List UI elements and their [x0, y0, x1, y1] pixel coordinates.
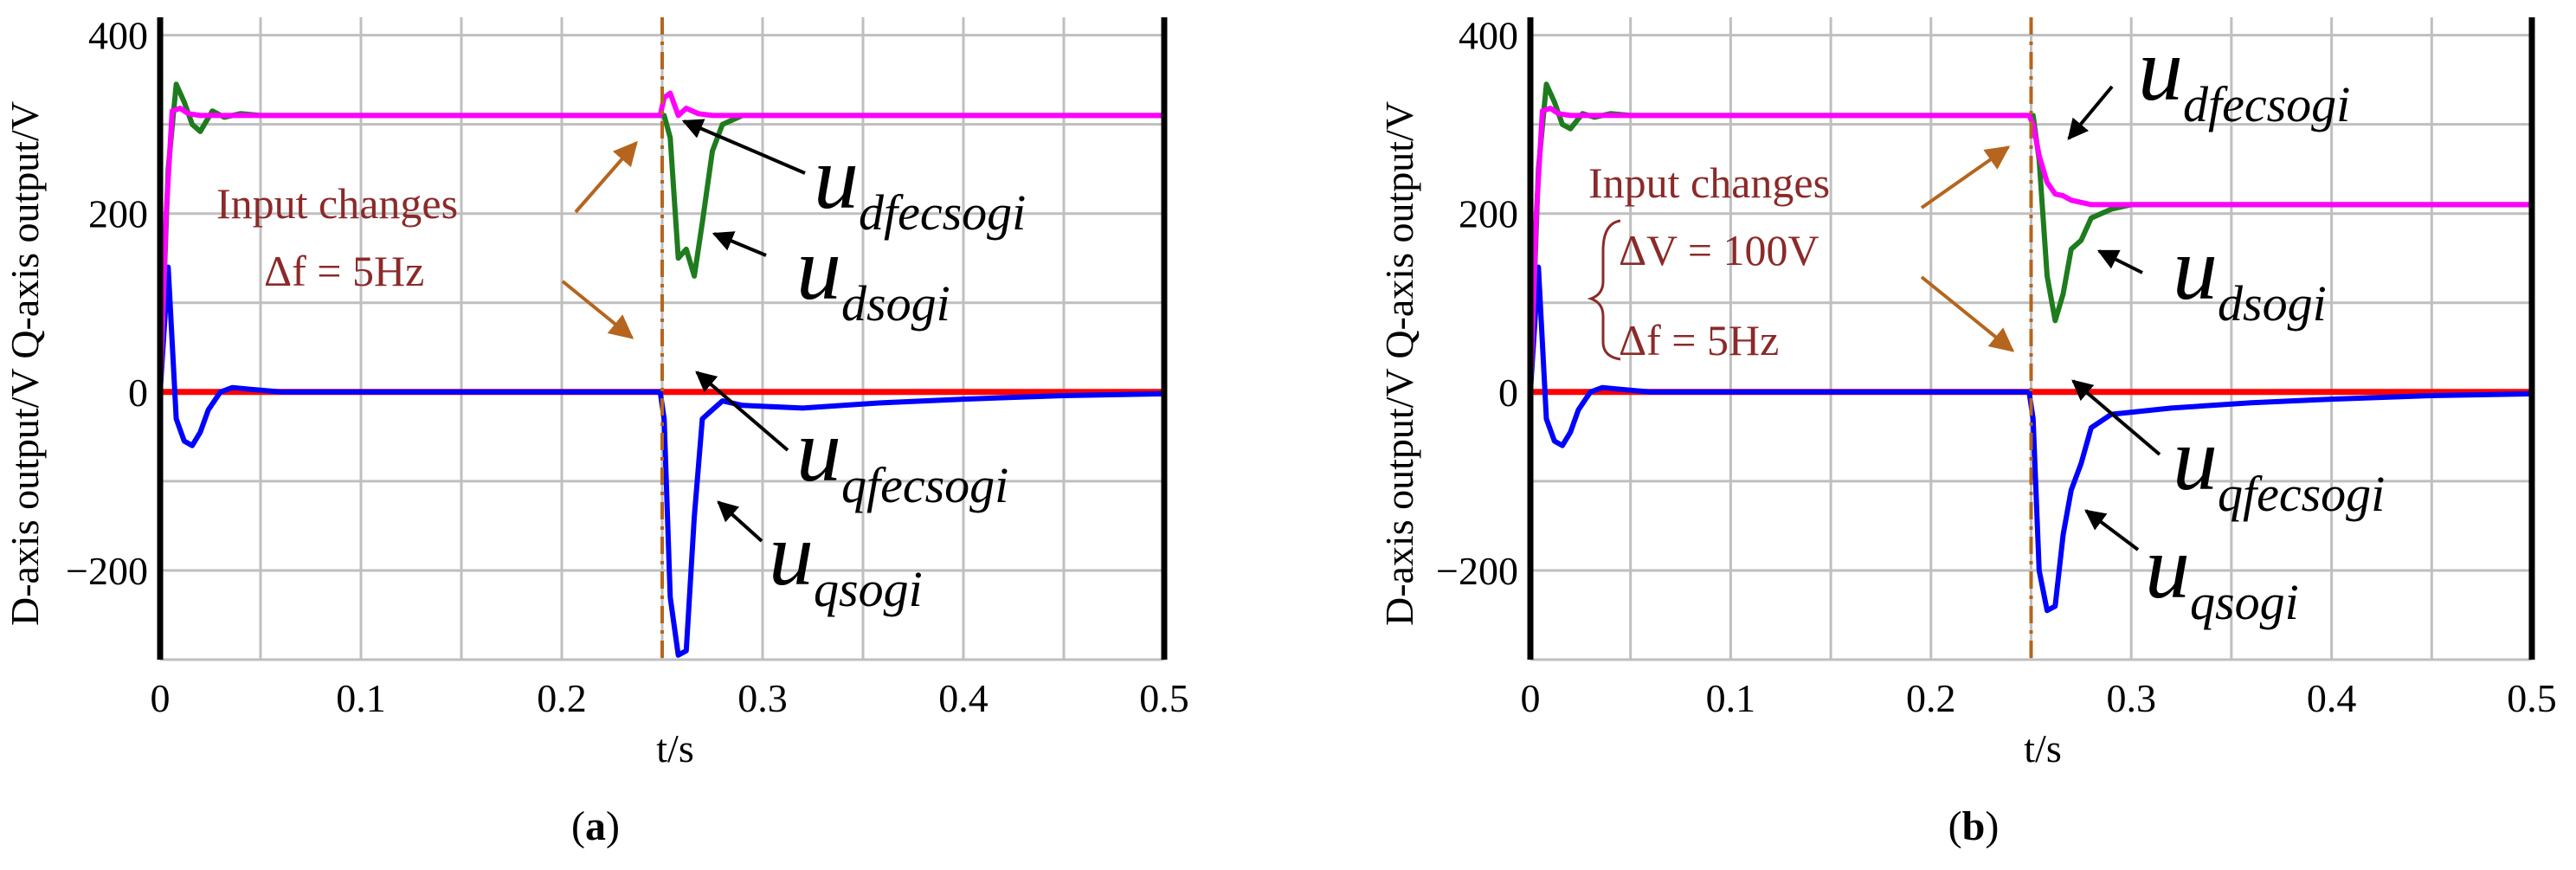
label-u-qsogi-a: uqsogi [717, 500, 923, 617]
svg-text:uqsogi: uqsogi [769, 505, 923, 617]
label-u-qsogi-b: uqsogi [2084, 509, 2299, 630]
x-tick-label: 0.5 [2507, 676, 2557, 720]
annotation-line2-b: ΔV = 100V [1619, 226, 1819, 274]
series-line-u-dfecsogi [158, 90, 1164, 392]
y-axis-label-b: D-axis output/V Q-axis output/V [1377, 101, 1421, 626]
label-u-dsogi-a: udsogi [712, 219, 950, 332]
annotation-line1-b: Input changes [1588, 158, 1830, 207]
x-tick-label: 0.4 [2307, 676, 2357, 720]
panel-a: 0 0.1 0.2 0.3 0.4 0.5 400 200 0 −200 t/s D-axis … [3, 14, 1189, 849]
y-tick-label: 200 [88, 192, 148, 236]
x-ticks-a: 0 0.1 0.2 0.3 0.4 0.5 [151, 676, 1189, 720]
annotation-line1-a: Input changes [216, 179, 458, 228]
label-u-dsogi-b: udsogi [2096, 219, 2327, 332]
y-tick-label: −200 [66, 549, 148, 593]
x-tick-label: 0.5 [1139, 676, 1189, 720]
y-tick-label: 400 [88, 14, 148, 58]
annotation-arrow-up-b [1920, 145, 2011, 209]
y-ticks-a: 400 200 0 −200 [66, 14, 148, 593]
annotation-arrow-up-a [574, 140, 638, 214]
y-tick-label: −200 [1436, 549, 1518, 593]
svg-text:udsogi: udsogi [2173, 219, 2327, 332]
annotation-line3-b: Δf = 5Hz [1619, 316, 1779, 364]
x-tick-label: 0.1 [1706, 676, 1756, 720]
y-tick-label: 400 [1459, 14, 1518, 58]
series-line-u-dfecsogi [1528, 106, 2532, 392]
x-tick-label: 0.2 [1906, 676, 1956, 720]
svg-text:uqsogi: uqsogi [2145, 518, 2299, 630]
label-u-qfecsogi-a: uqfecsogi [695, 371, 1008, 513]
y-axis-label-a: D-axis output/V Q-axis output/V [3, 101, 47, 626]
annotation-arrow-down-b [1920, 275, 2015, 352]
y-tick-label: 200 [1459, 192, 1518, 236]
svg-text:uqfecsogi: uqfecsogi [2173, 409, 2385, 522]
label-u-qfecsogi-b: uqfecsogi [2071, 379, 2385, 522]
x-tick-label: 0.4 [938, 676, 989, 720]
x-axis-label-a: t/s [656, 726, 693, 770]
svg-text:udfecsogi: udfecsogi [814, 128, 1026, 241]
svg-text:udsogi: udsogi [796, 219, 950, 332]
y-tick-label: 0 [1498, 371, 1518, 415]
x-ticks-b: 0 0.1 0.2 0.3 0.4 0.5 [1521, 676, 2557, 720]
annotation-arrow-down-a [561, 280, 634, 339]
x-tick-label: 0.3 [737, 676, 788, 720]
caption-a: (a) [571, 803, 620, 849]
label-u-dfecsogi-a: udfecsogi [681, 119, 1026, 241]
annotation-brace-b [1587, 219, 1621, 361]
y-ticks-b: 400 200 0 −200 [1436, 14, 1518, 593]
x-tick-label: 0 [151, 676, 171, 720]
svg-text:udfecsogi: udfecsogi [2138, 20, 2350, 132]
x-axis-label-b: t/s [2024, 726, 2061, 770]
x-tick-label: 0.3 [2106, 676, 2156, 720]
x-tick-label: 0 [1521, 676, 1541, 720]
x-tick-label: 0.2 [537, 676, 587, 720]
annotation-line2-a: Δf = 5Hz [264, 247, 424, 295]
label-u-dfecsogi-b: udfecsogi [2067, 20, 2350, 140]
y-tick-label: 0 [128, 371, 148, 415]
caption-b: (b) [1948, 803, 2000, 849]
svg-text:uqfecsogi: uqfecsogi [796, 401, 1008, 513]
panel-b: 0 0.1 0.2 0.3 0.4 0.5 400 200 0 −200 t/s D-axis … [1377, 14, 2557, 849]
x-tick-label: 0.1 [336, 676, 386, 720]
